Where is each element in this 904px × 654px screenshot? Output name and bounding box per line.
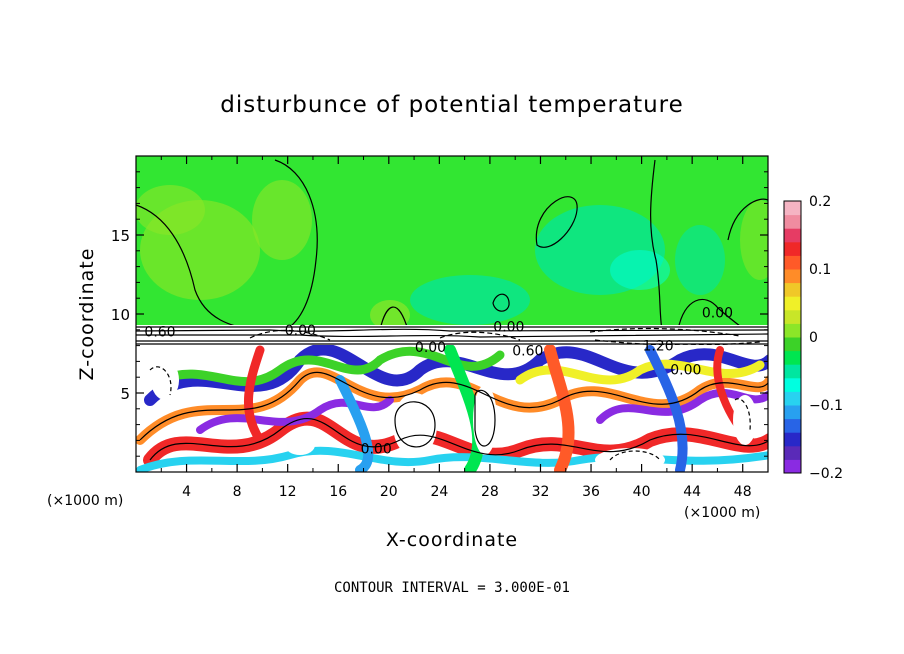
colorbar-tick-label: 0.2 [809, 194, 831, 210]
contour-label: 0.00 [361, 441, 392, 457]
plot-area [136, 156, 768, 472]
upper-contour [492, 293, 510, 312]
x-tick-label: 36 [582, 484, 600, 500]
contour-label: 0.00 [670, 362, 701, 378]
x-unit-label: (×1000 m) [684, 505, 760, 521]
upper-blob [740, 200, 768, 280]
colorbar-swatch [784, 432, 801, 447]
upper-blob [610, 250, 670, 290]
z-unit-label: (×1000 m) [47, 493, 123, 509]
x-tick-label: 4 [182, 484, 191, 500]
colorbar-swatch [784, 405, 801, 420]
upper-blob [370, 300, 410, 330]
x-tick-label: 24 [430, 484, 448, 500]
upper-contour [535, 196, 578, 248]
contour-label: 1.20 [642, 339, 673, 355]
chart-title: disturbunce of potential temperature [220, 92, 684, 118]
colorbar-swatch [784, 255, 801, 270]
turbulent-layer [136, 345, 768, 472]
x-tick-label: 32 [532, 484, 550, 500]
x-tick-label: 8 [233, 484, 242, 500]
y-axis: 5 10 15 [111, 171, 768, 457]
x-tick-label: 44 [683, 484, 701, 500]
contour-label: 0.00 [285, 323, 316, 339]
colorbar-swatch [784, 296, 801, 311]
upper-contour [727, 198, 768, 241]
contour-label: 0.00 [493, 320, 524, 336]
x-tick-label: 12 [279, 484, 297, 500]
colorbar-swatch [784, 350, 801, 365]
colorbar-swatch [784, 364, 801, 379]
upper-blob [675, 225, 725, 295]
colorbar-swatch [784, 323, 801, 338]
upper-contour [650, 159, 663, 331]
y-axis-label: Z-coordinate [76, 248, 98, 381]
colorbar-swatch [784, 459, 801, 474]
colorbar-swatch [784, 241, 801, 256]
inversion-contours [136, 326, 768, 346]
colorbar-swatch [784, 309, 801, 324]
colorbar-tick-label: 0 [809, 330, 818, 346]
upper-contour [677, 298, 746, 331]
colorbar-swatch [784, 228, 801, 243]
contour-labels: 0.60 0.00 0.00 0.00 0.00 0.60 1.20 0.00 0.00 [144, 305, 733, 457]
contour-label: 0.60 [512, 343, 543, 359]
upper-blob [136, 185, 205, 235]
x-tick-label: 48 [734, 484, 752, 500]
upper-blob [410, 275, 530, 325]
colorbar: 0.2 0.1 0 −0.1 −0.2 [783, 194, 843, 482]
colorbar-frame [783, 200, 802, 474]
colorbar-swatch [784, 445, 801, 460]
x-axis: 4 8 12 16 20 24 28 32 36 40 44 48 [160, 156, 752, 500]
contour-label: 0.00 [415, 340, 446, 356]
colorbar-swatch [784, 418, 801, 433]
contour-label: 0.00 [702, 305, 733, 321]
upper-contour [274, 159, 318, 331]
upper-blob [252, 180, 312, 260]
colorbar-swatch [784, 337, 801, 352]
y-tick-label: 15 [111, 227, 130, 245]
x-axis-label: X-coordinate [386, 529, 518, 551]
y-tick-label: 10 [111, 306, 130, 324]
upper-contour [379, 306, 409, 331]
x-tick-label: 28 [481, 484, 499, 500]
colorbar-swatch [784, 269, 801, 284]
colorbar-tick-label: −0.2 [809, 466, 843, 482]
colorbar-swatch [784, 377, 801, 392]
colorbar-tick-label: 0.1 [809, 262, 831, 278]
x-tick-label: 40 [633, 484, 651, 500]
contour-label: 0.60 [144, 324, 175, 340]
x-tick-label: 16 [329, 484, 347, 500]
colorbar-swatch [784, 214, 801, 229]
x-tick-label: 20 [380, 484, 398, 500]
colorbar-swatch [784, 391, 801, 406]
colorbar-swatch [784, 282, 801, 297]
colorbar-tick-label: −0.1 [809, 398, 843, 414]
colorbar-swatch [784, 201, 801, 216]
contour-interval-note: CONTOUR INTERVAL = 3.000E-01 [334, 580, 570, 596]
y-tick-label: 5 [120, 385, 130, 403]
